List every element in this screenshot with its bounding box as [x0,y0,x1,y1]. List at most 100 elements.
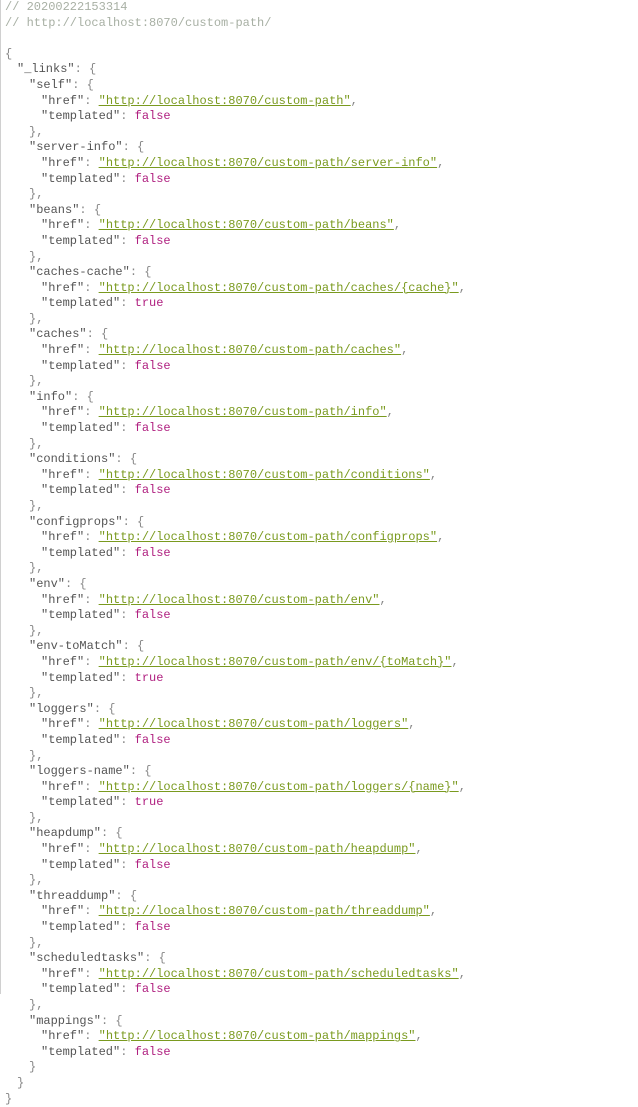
href-link[interactable]: "http://localhost:8070/custom-path" [99,94,351,108]
link-href-line: "href": "http://localhost:8070/custom-pa… [5,655,638,671]
href-link[interactable]: "http://localhost:8070/custom-path/confi… [99,530,437,544]
templated-key: "templated" [41,359,120,373]
templated-key: "templated" [41,733,120,747]
templated-key: "templated" [41,608,120,622]
templated-key: "templated" [41,1045,120,1059]
colon: : [120,359,134,373]
link-open-brace: { [159,951,166,965]
link-entry-name: "scheduledtasks": { [5,951,638,967]
colon: : [84,530,98,544]
colon: : [87,327,101,341]
href-key: "href" [41,405,84,419]
href-link[interactable]: "http://localhost:8070/custom-path/condi… [99,468,430,482]
href-key: "href" [41,281,84,295]
comma: , [408,717,415,731]
colon: : [120,858,134,872]
comma: , [437,530,444,544]
templated-key: "templated" [41,858,120,872]
link-entry-name: "caches": { [5,327,638,343]
href-link[interactable]: "http://localhost:8070/custom-path/env/{… [99,655,452,669]
colon: : [65,577,79,591]
href-link[interactable]: "http://localhost:8070/custom-path/cache… [99,343,401,357]
href-link[interactable]: "http://localhost:8070/custom-path/mappi… [99,1029,416,1043]
link-entry-name: "conditions": { [5,452,638,468]
href-link[interactable]: "http://localhost:8070/custom-path/sched… [99,967,459,981]
colon: : [79,203,93,217]
colon: : [84,593,98,607]
href-key: "href" [41,468,84,482]
link-href-line: "href": "http://localhost:8070/custom-pa… [5,842,638,858]
link-open-brace: { [137,515,144,529]
href-link[interactable]: "http://localhost:8070/custom-path/beans… [99,218,394,232]
link-href-line: "href": "http://localhost:8070/custom-pa… [5,967,638,983]
href-link[interactable]: "http://localhost:8070/custom-path/env" [99,593,380,607]
colon: : [115,889,129,903]
templated-value: true [135,671,164,685]
link-templated-line: "templated": true [5,795,638,811]
link-templated-line: "templated": false [5,483,638,499]
comma: , [459,780,466,794]
colon: : [120,1045,134,1059]
colon: : [130,265,144,279]
templated-value: false [135,483,171,497]
link-href-line: "href": "http://localhost:8070/custom-pa… [5,343,638,359]
link-templated-line: "templated": false [5,858,638,874]
link-entry-name: "loggers": { [5,702,638,718]
link-close-brace: }, [5,811,638,827]
colon: : [101,1014,115,1028]
colon: : [84,842,98,856]
link-open-brace: { [108,702,115,716]
link-name-key: "mappings" [29,1014,101,1028]
colon: : [120,982,134,996]
link-open-brace: { [137,140,144,154]
templated-value: true [135,795,164,809]
link-name-key: "caches-cache" [29,265,130,279]
link-close-brace: }, [5,998,638,1014]
colon: : [120,421,134,435]
link-href-line: "href": "http://localhost:8070/custom-pa… [5,218,638,234]
link-close-brace: }, [5,936,638,952]
colon: : [84,343,98,357]
link-name-key: "self" [29,78,72,92]
comma: , [379,593,386,607]
href-link[interactable]: "http://localhost:8070/custom-path/logge… [99,717,409,731]
link-open-brace: { [87,78,94,92]
colon: : [84,156,98,170]
colon: : [115,452,129,466]
link-close-brace: }, [5,125,638,141]
colon: : [84,1029,98,1043]
href-link[interactable]: "http://localhost:8070/custom-path/logge… [99,780,459,794]
href-key: "href" [41,1029,84,1043]
link-href-line: "href": "http://localhost:8070/custom-pa… [5,156,638,172]
href-link[interactable]: "http://localhost:8070/custom-path/cache… [99,281,459,295]
link-entry-name: "configprops": { [5,515,638,531]
link-name-key: "env" [29,577,65,591]
colon: : [120,608,134,622]
links-key: "_links" [17,62,75,76]
href-link[interactable]: "http://localhost:8070/custom-path/threa… [99,904,430,918]
link-entry-name: "mappings": { [5,1014,638,1030]
href-link[interactable]: "http://localhost:8070/custom-path/heapd… [99,842,416,856]
href-link[interactable]: "http://localhost:8070/custom-path/info" [99,405,387,419]
link-entry-name: "info": { [5,390,638,406]
link-templated-line: "templated": false [5,359,638,375]
colon: : [101,826,115,840]
link-open-brace: { [130,889,137,903]
templated-value: false [135,920,171,934]
templated-value: false [135,546,171,560]
href-key: "href" [41,530,84,544]
link-href-line: "href": "http://localhost:8070/custom-pa… [5,717,638,733]
templated-key: "templated" [41,795,120,809]
link-name-key: "loggers" [29,702,94,716]
link-templated-line: "templated": true [5,296,638,312]
links-key-line: "_links": { [5,62,638,78]
link-name-key: "env-toMatch" [29,639,123,653]
href-key: "href" [41,904,84,918]
link-close-brace: }, [5,561,638,577]
link-close-brace: }, [5,749,638,765]
href-link[interactable]: "http://localhost:8070/custom-path/serve… [99,156,437,170]
templated-value: false [135,421,171,435]
link-templated-line: "templated": false [5,982,638,998]
templated-key: "templated" [41,296,120,310]
colon: : [84,780,98,794]
